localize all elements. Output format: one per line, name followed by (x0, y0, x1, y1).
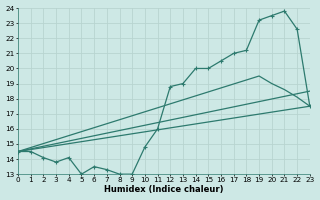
X-axis label: Humidex (Indice chaleur): Humidex (Indice chaleur) (104, 185, 224, 194)
